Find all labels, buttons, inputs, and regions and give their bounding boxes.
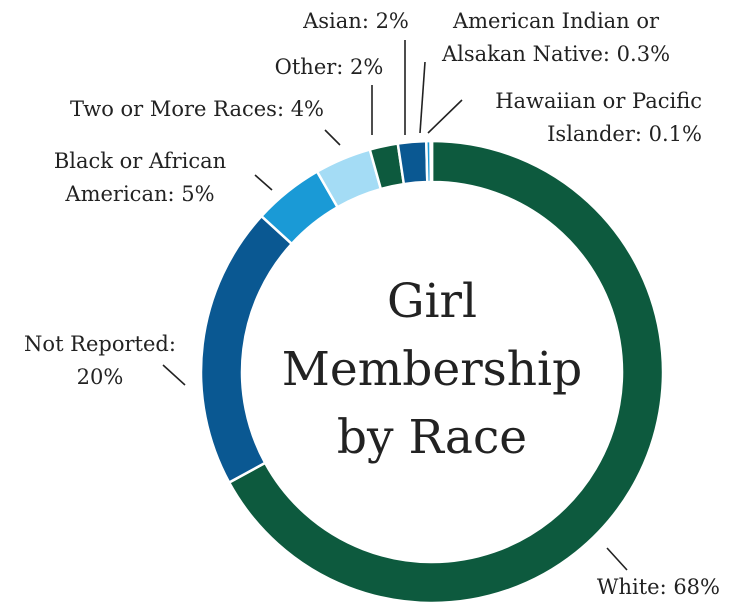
data-label: Hawaiian or Pacific Islander: 0.1% — [495, 89, 702, 146]
data-label: Not Reported: 20% — [24, 332, 176, 389]
leader-line — [419, 61, 426, 134]
data-label: White: 68% — [597, 575, 720, 599]
leader-line — [162, 364, 186, 386]
leader-line — [427, 99, 463, 134]
data-label: Other: 2% — [275, 55, 384, 79]
donut-slice — [396, 139, 429, 186]
data-label: Asian: 2% — [302, 9, 409, 33]
data-label: American Indian or Alsakan Native: 0.3% — [441, 9, 670, 66]
donut-slice — [227, 139, 665, 605]
leader-line — [606, 547, 628, 571]
data-label: Black or African American: 5% — [54, 149, 226, 206]
leader-line — [254, 174, 273, 191]
donut-slice — [429, 139, 434, 184]
data-label: Two or More Races: 4% — [70, 97, 324, 121]
donut-slice — [199, 214, 294, 485]
leader-line — [324, 129, 341, 146]
chart-title: Girl Membership by Race — [282, 274, 582, 465]
